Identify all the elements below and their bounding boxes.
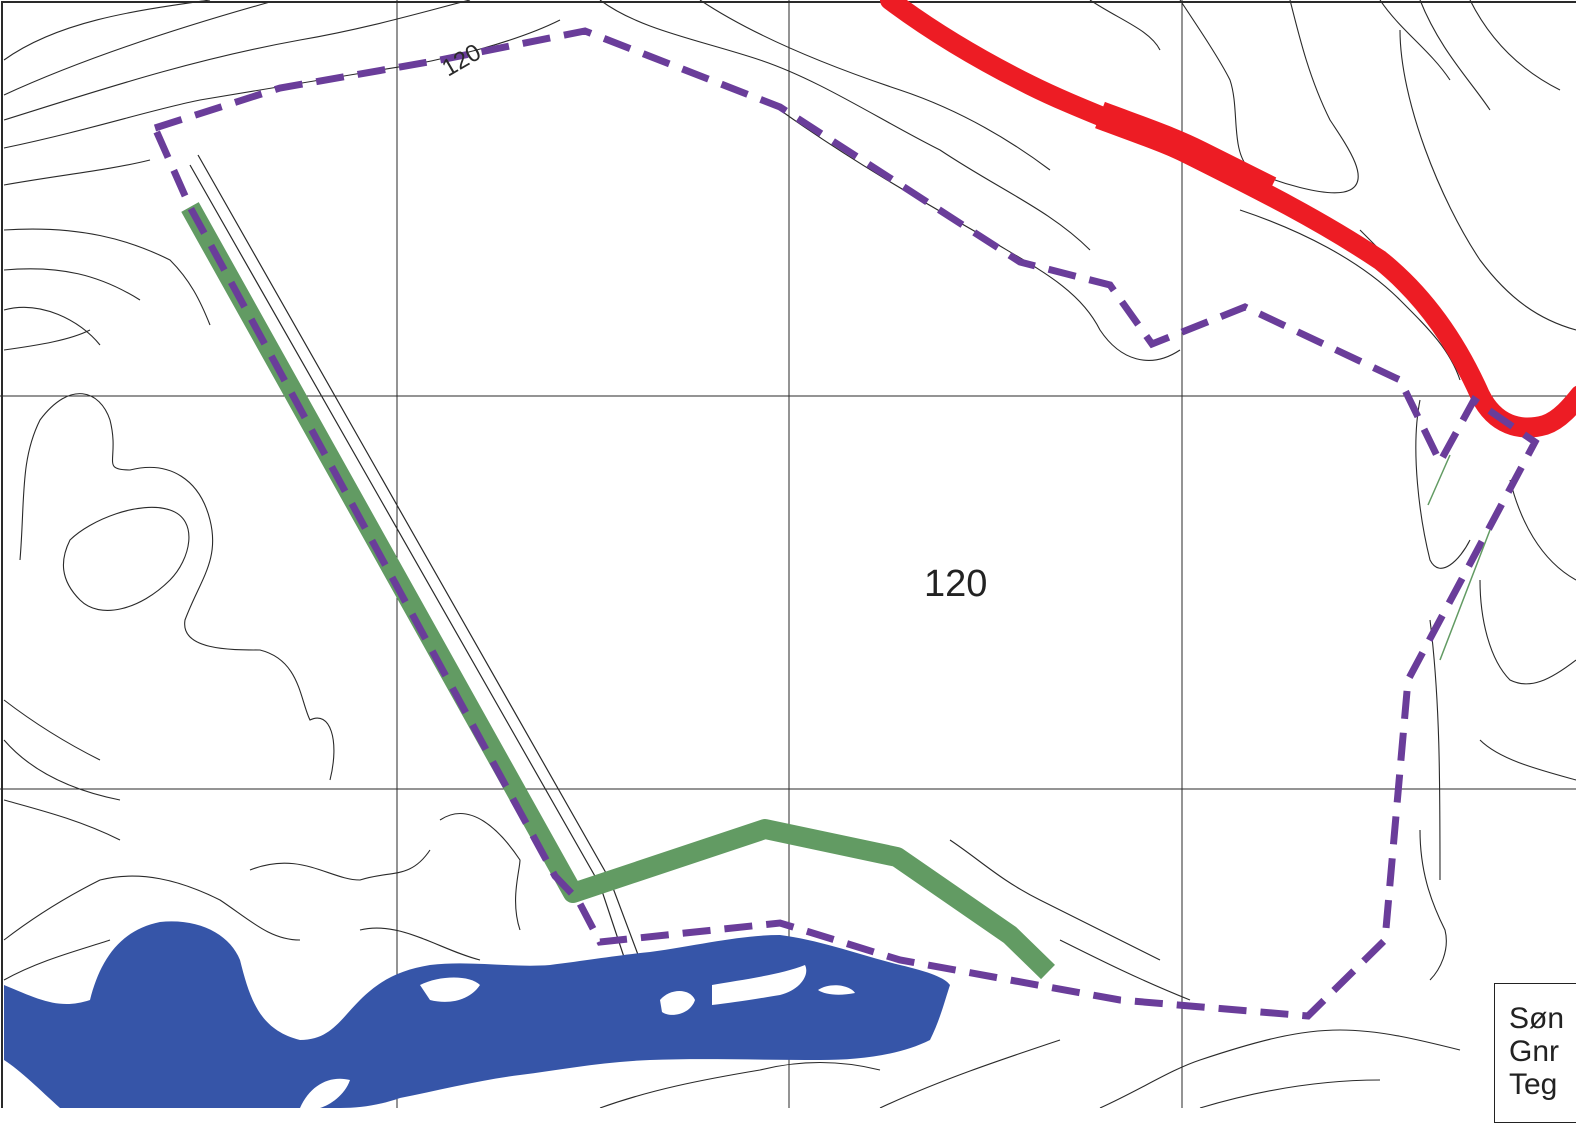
parcel-number-label: 120: [924, 563, 987, 605]
dashed-purple-boundary: [151, 27, 1540, 1020]
blue-river: [4, 921, 950, 1108]
map-legend-box: Søn Gnr Teg: [1494, 983, 1576, 1123]
legend-line-3: Teg: [1509, 1068, 1558, 1101]
green-trail: [181, 202, 1055, 980]
legend-line-2: Gnr: [1509, 1035, 1560, 1068]
legend-line-1: Søn: [1509, 1002, 1565, 1035]
green-hairline: [1427, 454, 1491, 661]
red-road: [880, 0, 1576, 438]
